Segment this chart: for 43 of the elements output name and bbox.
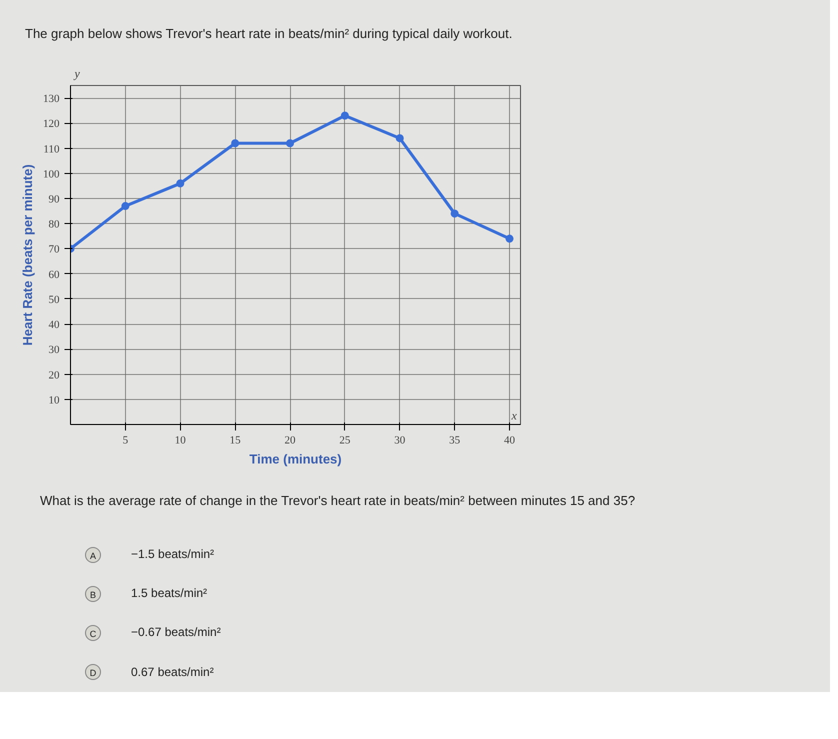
x-axis-title: Time (minutes): [249, 451, 342, 466]
point: [176, 179, 184, 187]
x-tick-label: 20: [284, 434, 296, 446]
point: [231, 138, 240, 147]
y-tick-label: 120: [43, 118, 60, 130]
x-tick-label: 25: [339, 434, 351, 446]
text: B: [85, 586, 101, 602]
chart-title: The graph below shows Trevor's heart rate in beats/min² during typical daily workout.: [24, 25, 512, 43]
y-tick-label: 90: [48, 193, 60, 206]
y-tick-label: 30: [48, 344, 60, 356]
point: [450, 209, 459, 218]
y-axis-title: Heart Rate (beats per minute): [20, 164, 35, 346]
x-tick-label: 30: [394, 434, 406, 446]
point: [396, 134, 404, 142]
text: A: [85, 546, 101, 563]
y-tick-label: 10: [48, 394, 60, 406]
y-tick-label: 110: [43, 142, 60, 155]
y-tick-label: 20: [48, 368, 60, 381]
y-tick-label: 60: [48, 268, 60, 280]
point: [506, 234, 514, 242]
y-tick-label: 40: [48, 318, 60, 331]
annotation: x: [510, 408, 518, 422]
y-tick-label: 130: [43, 92, 60, 105]
text: C: [85, 624, 101, 641]
x-tick-label: 10: [174, 434, 186, 446]
text: 1.5 beats/min²: [131, 585, 208, 602]
y-tick-label: 50: [48, 294, 60, 306]
text: 0.67 beats/min²: [131, 664, 214, 681]
text: −1.5 beats/min²: [131, 546, 214, 564]
text: −0.67 beats/min²: [131, 624, 221, 642]
text: D: [85, 664, 101, 680]
text: What is the average rate of change in the Trevor's heart rate in beats/min² between minutes 15 and 35?: [39, 492, 636, 510]
x-tick-label: 40: [504, 434, 516, 446]
x-tick-label: 5: [122, 434, 129, 446]
point: [286, 138, 294, 147]
text: y: [74, 66, 80, 80]
y-tick-label: 100: [43, 168, 60, 180]
y-tick-label: 70: [48, 243, 60, 256]
point: [121, 202, 130, 210]
y-tick-label: 80: [48, 218, 60, 230]
x-tick-label: 35: [449, 434, 461, 446]
x-tick-label: 15: [230, 434, 242, 446]
point: [340, 111, 349, 120]
